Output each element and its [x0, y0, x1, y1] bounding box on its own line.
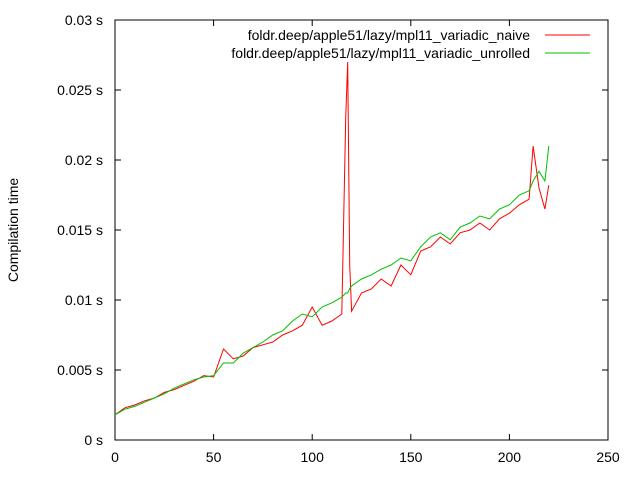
x-tick-label: 100	[301, 449, 325, 465]
x-tick-label: 50	[206, 449, 222, 465]
x-axis-ticks: 0 50 100 150 200 250	[111, 20, 620, 465]
series-line-2	[114, 145, 550, 416]
series-line-1	[114, 61, 550, 416]
y-tick-label: 0.015 s	[57, 222, 103, 238]
legend-label-1: foldr.deep/apple51/lazy/mpl11_variadic_n…	[248, 27, 530, 43]
x-tick-label: 200	[498, 449, 522, 465]
x-tick-label: 250	[596, 449, 620, 465]
y-tick-label: 0.01 s	[65, 292, 103, 308]
y-tick-label: 0.005 s	[57, 362, 103, 378]
y-tick-label: 0.02 s	[65, 152, 103, 168]
plot-frame	[114, 19, 609, 441]
y-tick-label: 0.03 s	[65, 12, 103, 28]
y-tick-label: 0.025 s	[57, 82, 103, 98]
x-tick-label: 0	[111, 449, 119, 465]
legend-label-2: foldr.deep/apple51/lazy/mpl11_variadic_u…	[231, 45, 530, 61]
legend: foldr.deep/apple51/lazy/mpl11_variadic_n…	[231, 27, 590, 61]
y-axis-label: Compilation time	[5, 178, 21, 282]
y-tick-label: 0 s	[84, 432, 103, 448]
x-tick-label: 150	[399, 449, 423, 465]
y-axis-ticks: 0 s 0.005 s 0.01 s 0.015 s 0.02 s 0.025 s 0.03…	[57, 12, 608, 448]
series-lines	[114, 61, 550, 416]
